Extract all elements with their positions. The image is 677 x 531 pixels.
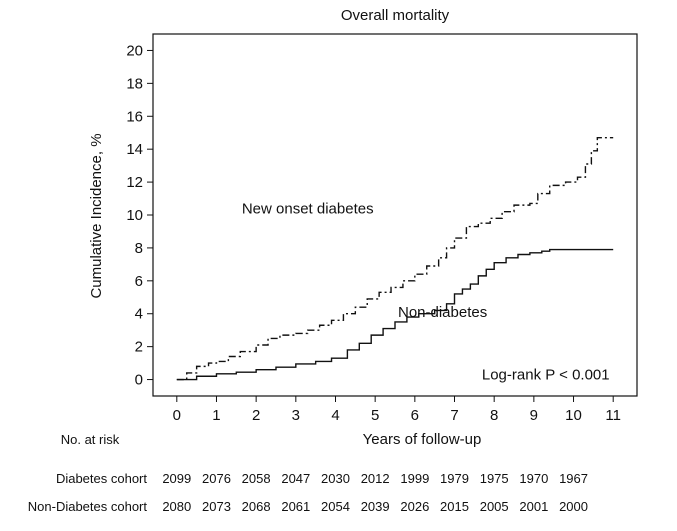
x-tick-label: 9 — [530, 407, 538, 424]
chart-annotation: New onset diabetes — [242, 200, 374, 217]
risk-cell: 2030 — [321, 471, 350, 486]
y-tick-label: 16 — [126, 108, 143, 125]
y-tick-label: 12 — [126, 174, 143, 191]
risk-cell: 2005 — [480, 499, 509, 514]
y-tick-label: 20 — [126, 42, 143, 59]
y-tick-label: 0 — [135, 372, 143, 389]
risk-cell: 2058 — [242, 471, 271, 486]
risk-cell: 2061 — [281, 499, 310, 514]
risk-cell: 2012 — [361, 471, 390, 486]
chart-annotation: Non-diabetes — [398, 304, 487, 321]
risk-cell: 2015 — [440, 499, 469, 514]
y-tick-label: 18 — [126, 75, 143, 92]
risk-cell: 1975 — [480, 471, 509, 486]
risk-cell: 1970 — [519, 471, 548, 486]
x-axis-label: Years of follow-up — [363, 431, 482, 448]
risk-table: Diabetes cohort 2099 2076 2058 2047 2030 2012 1… — [28, 471, 588, 514]
x-tick-label: 11 — [605, 407, 621, 424]
x-tick-label: 3 — [292, 407, 300, 424]
y-tick-label: 6 — [135, 273, 143, 290]
x-tick-label: 0 — [173, 407, 181, 424]
risk-cell: 2047 — [281, 471, 310, 486]
risk-cell: 2039 — [361, 499, 390, 514]
risk-cell: 2001 — [519, 499, 548, 514]
risk-cell: 2000 — [559, 499, 588, 514]
x-tick-label: 5 — [371, 407, 379, 424]
risk-cell: 1967 — [559, 471, 588, 486]
x-tick-label: 2 — [252, 407, 260, 424]
x-tick-label: 7 — [450, 407, 458, 424]
risk-table-header: No. at risk — [61, 432, 120, 447]
risk-cell: 2054 — [321, 499, 350, 514]
y-tick-label: 2 — [135, 339, 143, 356]
plot-frame — [152, 33, 638, 397]
chart-title: Overall mortality — [341, 7, 450, 24]
x-tick-label: 10 — [565, 407, 582, 424]
risk-cell: 2026 — [400, 499, 429, 514]
risk-cell: 1999 — [400, 471, 429, 486]
y-tick-label: 14 — [126, 141, 143, 158]
x-tick-label: 4 — [331, 407, 339, 424]
risk-cell: 1979 — [440, 471, 469, 486]
annotation-layer: New onset diabetes Non-diabetes Log-rank P… — [242, 200, 610, 383]
risk-row-label: Non-Diabetes cohort — [28, 499, 148, 514]
risk-cell: 2080 — [162, 499, 191, 514]
x-tick-label: 6 — [411, 407, 419, 424]
x-tick-label: 1 — [212, 407, 220, 424]
non-diabetes-line — [176, 248, 614, 381]
y-tick-label: 4 — [135, 306, 143, 323]
y-axis-label: Cumulative Incidence, % — [88, 133, 105, 298]
x-tick-label: 8 — [490, 407, 498, 424]
y-tick-label: 8 — [135, 240, 143, 257]
risk-cell: 2068 — [242, 499, 271, 514]
risk-cell: 2073 — [202, 499, 231, 514]
series-layer — [176, 136, 614, 381]
y-axis-ticks: 0 2 4 6 8 10 12 14 16 18 20 — [126, 42, 153, 389]
x-axis-ticks: 0 1 2 3 4 5 6 7 8 9 10 11 — [173, 396, 621, 424]
chart-annotation: Log-rank P < 0.001 — [482, 367, 610, 384]
y-tick-label: 10 — [126, 207, 143, 224]
risk-cell: 2099 — [162, 471, 191, 486]
risk-cell: 2076 — [202, 471, 231, 486]
diabetes-line — [176, 136, 614, 381]
risk-row-label: Diabetes cohort — [56, 471, 147, 486]
